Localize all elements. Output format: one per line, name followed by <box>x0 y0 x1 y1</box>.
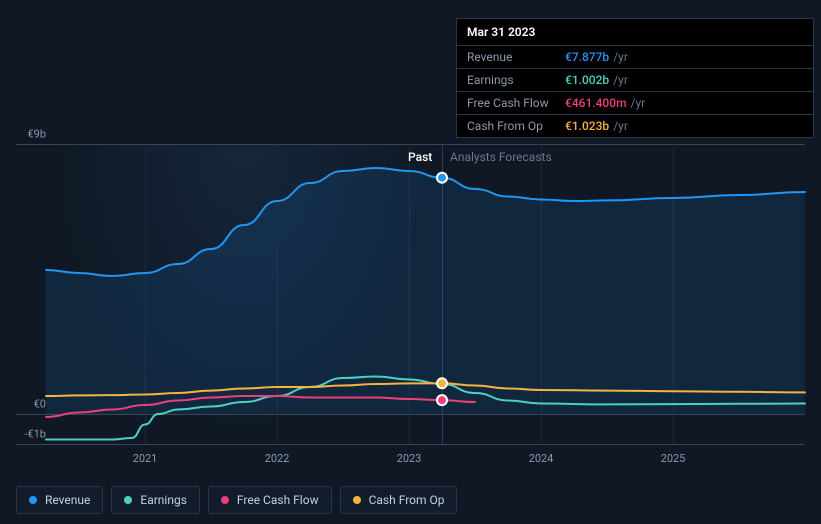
legend-dot-icon <box>124 496 132 504</box>
series-area-revenue <box>46 168 805 414</box>
chart-container: €9b€0-€1b 20212022202320242025 Past Anal… <box>16 0 805 524</box>
tooltip-metric-unit: /yr <box>631 96 646 110</box>
hover-tooltip: Mar 31 2023 Revenue€7.877b/yrEarnings€1.… <box>456 18 814 138</box>
hover-marker <box>437 173 447 183</box>
chart-legend: Revenue Earnings Free Cash Flow Cash From O… <box>16 486 457 514</box>
tooltip-metric-label: Earnings <box>467 73 565 87</box>
tooltip-metric-value: €1.002b <box>565 73 609 87</box>
tooltip-row: Free Cash Flow€461.400m/yr <box>457 92 813 115</box>
tooltip-metric-unit: /yr <box>613 73 628 87</box>
legend-label: Cash From Op <box>369 493 445 507</box>
legend-item-cash-from-op[interactable]: Cash From Op <box>340 486 458 514</box>
tooltip-row: Cash From Op€1.023b/yr <box>457 115 813 137</box>
legend-item-free-cash-flow[interactable]: Free Cash Flow <box>208 486 332 514</box>
legend-dot-icon <box>221 496 229 504</box>
legend-label: Free Cash Flow <box>237 493 319 507</box>
tooltip-metric-label: Free Cash Flow <box>467 96 565 110</box>
legend-dot-icon <box>353 496 361 504</box>
hover-marker <box>437 378 447 388</box>
legend-label: Earnings <box>140 493 187 507</box>
legend-item-earnings[interactable]: Earnings <box>111 486 200 514</box>
legend-label: Revenue <box>45 493 90 507</box>
tooltip-metric-value: €461.400m <box>565 96 627 110</box>
legend-dot-icon <box>29 496 37 504</box>
legend-item-revenue[interactable]: Revenue <box>16 486 103 514</box>
tooltip-metric-unit: /yr <box>613 50 628 64</box>
hover-marker <box>437 395 447 405</box>
tooltip-row: Earnings€1.002b/yr <box>457 69 813 92</box>
tooltip-row: Revenue€7.877b/yr <box>457 46 813 69</box>
tooltip-metric-value: €7.877b <box>565 50 609 64</box>
tooltip-metric-label: Revenue <box>467 50 565 64</box>
tooltip-metric-label: Cash From Op <box>467 119 565 133</box>
tooltip-date: Mar 31 2023 <box>457 19 813 46</box>
tooltip-metric-value: €1.023b <box>565 119 609 133</box>
tooltip-metric-unit: /yr <box>613 119 628 133</box>
